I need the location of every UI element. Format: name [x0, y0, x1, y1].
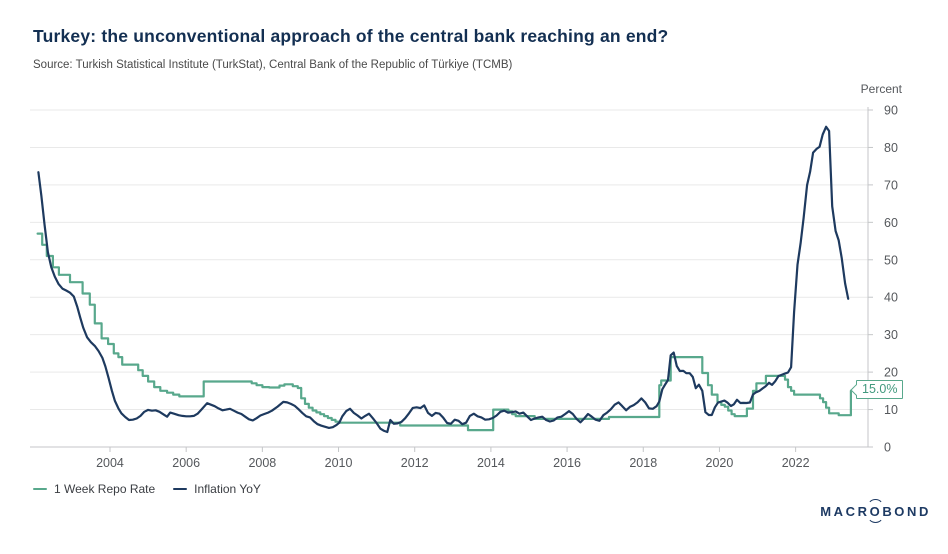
svg-text:0: 0 [884, 441, 891, 455]
legend-item-inflation: Inflation YoY [173, 482, 261, 496]
legend-label-inflation: Inflation YoY [194, 482, 261, 496]
source-note: Source: Turkish Statistical Institute (T… [33, 59, 513, 71]
svg-text:70: 70 [884, 178, 898, 192]
svg-text:80: 80 [884, 141, 898, 155]
macrobond-logo: MACRO BOND [820, 499, 931, 523]
page-title: Turkey: the unconventional approach of t… [33, 26, 669, 46]
svg-text:2020: 2020 [706, 456, 734, 470]
svg-text:40: 40 [884, 291, 898, 305]
svg-text:2010: 2010 [325, 456, 353, 470]
logo-arc-top-icon [867, 499, 885, 516]
y-axis-unit-label: Percent [860, 82, 902, 96]
svg-text:50: 50 [884, 253, 898, 267]
legend-label-repo-rate: 1 Week Repo Rate [54, 482, 156, 496]
svg-text:2008: 2008 [248, 456, 276, 470]
svg-text:90: 90 [884, 104, 898, 118]
svg-text:20: 20 [884, 366, 898, 380]
svg-text:30: 30 [884, 328, 898, 342]
svg-text:2016: 2016 [553, 456, 581, 470]
svg-text:2012: 2012 [401, 456, 429, 470]
last-value-callout: 15.0% [856, 380, 904, 400]
svg-text:10: 10 [884, 403, 898, 417]
svg-text:60: 60 [884, 216, 898, 230]
svg-text:2004: 2004 [96, 456, 124, 470]
last-value-text: 15.0% [862, 382, 898, 397]
logo-o-mark: O [867, 499, 885, 523]
logo-text-suffix: BOND [882, 504, 931, 519]
legend-item-repo-rate: 1 Week Repo Rate [33, 482, 155, 496]
legend-swatch-green [33, 487, 47, 491]
logo-text-prefix: MACR [820, 504, 870, 519]
svg-text:2006: 2006 [172, 456, 200, 470]
legend-swatch-navy [173, 487, 188, 491]
svg-text:2014: 2014 [477, 456, 505, 470]
svg-text:2022: 2022 [782, 456, 810, 470]
chart-legend: 1 Week Repo Rate Inflation YoY [33, 482, 261, 496]
svg-text:2018: 2018 [629, 456, 657, 470]
logo-arc-bottom-icon [867, 506, 885, 523]
